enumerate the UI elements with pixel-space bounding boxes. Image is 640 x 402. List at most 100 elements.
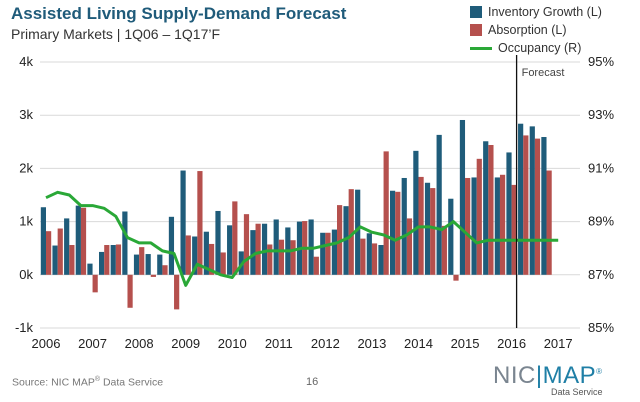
bar-inventory-growth	[518, 123, 524, 275]
bar-inventory-growth	[145, 254, 151, 275]
legend-item-occupancy: Occupancy (R)	[470, 39, 602, 57]
bar-absorption	[546, 170, 552, 275]
forecast-label: Forecast	[522, 67, 565, 79]
bar-inventory-growth	[424, 182, 431, 275]
x-tick-label: 2010	[218, 336, 247, 351]
bar-absorption	[197, 171, 203, 275]
bar-absorption	[488, 144, 494, 275]
bar-inventory-growth	[494, 177, 500, 275]
bar-absorption	[57, 228, 63, 275]
bar-inventory-growth	[157, 254, 163, 275]
bar-inventory-growth	[459, 119, 466, 275]
bar-absorption	[290, 240, 296, 275]
bar-absorption	[208, 243, 215, 275]
bar-absorption	[220, 252, 226, 275]
x-tick-label: 2014	[404, 336, 433, 351]
bar-inventory-growth	[390, 190, 396, 275]
bar-absorption	[476, 158, 482, 275]
y-right-tick-label: 89%	[588, 214, 614, 229]
bar-absorption	[255, 223, 261, 275]
x-tick-label: 2009	[171, 336, 200, 351]
y-right-tick-label: 95%	[588, 54, 614, 69]
y-left-tick-label: 4k	[19, 54, 33, 69]
x-tick-label: 2016	[497, 336, 526, 351]
x-tick-label: 2006	[32, 336, 61, 351]
nic-map-logo: NIC|MAP® Data Service	[493, 362, 603, 398]
bar-inventory-growth	[366, 233, 372, 275]
bar-absorption	[267, 244, 273, 275]
bar-absorption	[348, 189, 354, 275]
bar-inventory-growth	[506, 152, 512, 275]
bar-absorption	[441, 225, 447, 275]
bar-absorption	[92, 274, 98, 293]
bar-absorption	[174, 274, 180, 310]
bar-inventory-growth	[52, 245, 58, 275]
bar-absorption	[325, 232, 331, 275]
bar-absorption	[383, 151, 389, 275]
bar-inventory-growth	[110, 245, 116, 275]
x-tick-label: 2013	[357, 336, 386, 351]
bar-inventory-growth	[343, 206, 349, 275]
bar-absorption	[80, 207, 87, 275]
bar-absorption	[406, 218, 413, 275]
bar-inventory-growth	[192, 236, 198, 275]
bar-absorption	[278, 239, 284, 275]
bar-inventory-growth	[378, 245, 384, 275]
bar-inventory-growth	[448, 198, 454, 275]
bar-inventory-growth	[529, 126, 535, 275]
bar-absorption	[313, 256, 319, 275]
bar-absorption	[69, 245, 75, 275]
x-tick-label: 2015	[451, 336, 480, 351]
bar-inventory-growth	[40, 207, 46, 275]
bar-absorption	[453, 274, 459, 281]
bar-inventory-growth	[180, 170, 186, 275]
bar-inventory-growth	[401, 177, 407, 275]
x-tick-label: 2012	[311, 336, 340, 351]
y-left-tick-label: 1k	[19, 214, 33, 229]
bar-inventory-growth	[64, 218, 70, 275]
bar-inventory-growth	[471, 177, 477, 275]
chart-title: Assisted Living Supply-Demand Forecast	[11, 4, 347, 23]
y-right-tick-label: 85%	[588, 320, 614, 335]
legend: Inventory Growth (L) Absorption (L) Occu…	[470, 3, 602, 57]
bar-inventory-growth	[261, 223, 268, 275]
bar-inventory-growth	[99, 251, 105, 275]
x-tick-label: 2007	[78, 336, 107, 351]
source-note: Source: NIC MAP® Data Service	[12, 376, 164, 389]
bar-inventory-growth	[355, 189, 361, 275]
bar-absorption	[115, 244, 122, 275]
bar-inventory-growth	[203, 231, 209, 275]
y-left-tick-label: 0k	[19, 267, 33, 282]
bar-absorption	[523, 135, 529, 275]
bar-absorption	[185, 235, 191, 275]
bar-absorption	[499, 174, 506, 275]
legend-label-occupancy: Occupancy (R)	[498, 41, 582, 55]
chart-subtitle: Primary Markets | 1Q06 – 1Q17’F	[11, 26, 221, 42]
y-right-tick-label: 91%	[588, 160, 614, 175]
y-right-tick-label: 87%	[588, 267, 614, 282]
bar-absorption	[360, 238, 366, 275]
x-tick-label: 2008	[125, 336, 154, 351]
legend-swatch-occupancy	[470, 46, 492, 50]
bar-inventory-growth	[483, 141, 489, 275]
bar-inventory-growth	[320, 232, 326, 275]
bar-absorption	[465, 177, 471, 275]
x-tick-label: 2011	[265, 336, 293, 351]
bar-inventory-growth	[273, 219, 279, 275]
bar-inventory-growth	[250, 230, 256, 275]
bar-absorption	[139, 247, 145, 275]
bar-inventory-growth	[436, 134, 442, 275]
bar-absorption	[46, 231, 52, 275]
bar-absorption	[162, 265, 168, 275]
legend-swatch-inventory	[470, 6, 482, 18]
bar-inventory-growth	[168, 216, 175, 275]
bar-inventory-growth	[215, 210, 221, 275]
bar-absorption	[430, 188, 436, 275]
bar-inventory-growth	[87, 263, 93, 275]
page-number: 16	[306, 376, 319, 388]
legend-swatch-absorption	[470, 24, 482, 36]
bar-absorption	[150, 274, 156, 277]
y-left-tick-label: -1k	[15, 320, 34, 335]
bar-absorption	[395, 191, 401, 275]
